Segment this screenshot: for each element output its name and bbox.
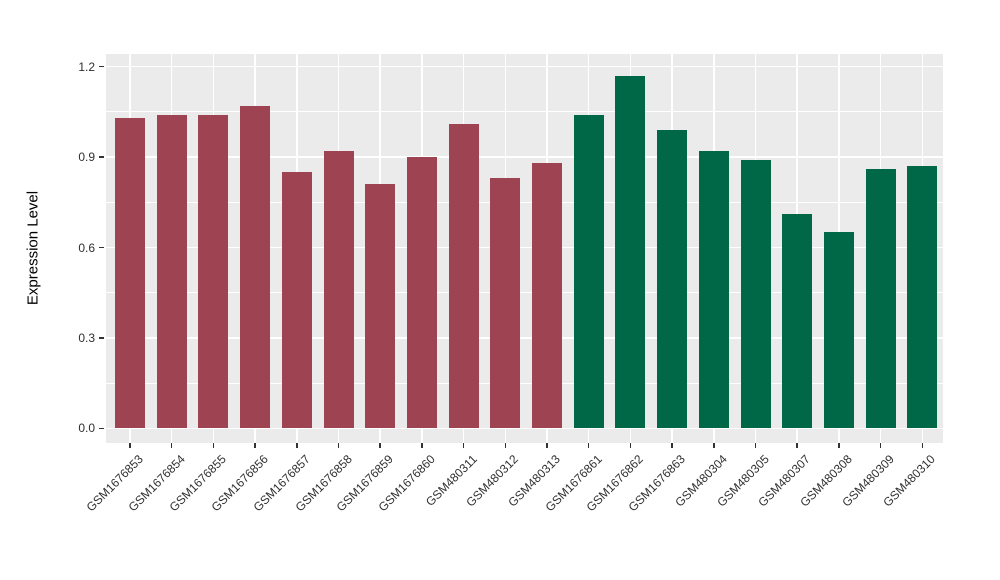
x-tick bbox=[879, 443, 882, 448]
y-tick-label: 0.6 bbox=[78, 240, 95, 255]
y-tick bbox=[99, 156, 104, 158]
bar-GSM480313 bbox=[532, 163, 562, 429]
y-tick bbox=[99, 337, 104, 339]
y-tick bbox=[99, 246, 104, 249]
x-tick bbox=[504, 443, 507, 448]
x-tick bbox=[170, 443, 173, 448]
x-tick bbox=[796, 443, 798, 448]
gridline-minor bbox=[106, 292, 943, 294]
x-tick bbox=[212, 443, 215, 448]
x-tick bbox=[921, 443, 924, 448]
gridline-major bbox=[106, 337, 943, 339]
x-tick bbox=[671, 443, 673, 448]
gridline-minor bbox=[106, 382, 943, 384]
x-tick bbox=[546, 443, 548, 448]
y-tick bbox=[99, 427, 104, 430]
bar-GSM480309 bbox=[865, 169, 896, 429]
x-tick bbox=[754, 443, 757, 448]
x-tick bbox=[462, 443, 465, 448]
x-tick bbox=[129, 443, 131, 448]
gridline-minor bbox=[106, 201, 943, 203]
gridline-major bbox=[106, 427, 943, 430]
bar-GSM1676862 bbox=[615, 75, 646, 429]
bar-GSM1676858 bbox=[323, 151, 354, 429]
bar-GSM480308 bbox=[823, 232, 854, 429]
gridline-major bbox=[106, 156, 943, 158]
bar-GSM1676855 bbox=[198, 114, 229, 429]
bar-GSM1676859 bbox=[365, 184, 396, 429]
x-tick bbox=[587, 443, 590, 448]
bar-GSM480307 bbox=[782, 214, 813, 429]
bar-GSM480312 bbox=[490, 178, 521, 429]
x-tick bbox=[629, 443, 632, 448]
x-tick bbox=[421, 443, 423, 448]
x-tick bbox=[838, 443, 840, 448]
bar-GSM1676857 bbox=[281, 172, 312, 429]
x-tick bbox=[379, 443, 381, 448]
bar-GSM1676861 bbox=[573, 114, 604, 429]
bar-GSM1676856 bbox=[240, 105, 271, 429]
y-tick-label: 0.3 bbox=[78, 330, 95, 345]
y-tick bbox=[99, 65, 104, 68]
gridline-minor bbox=[106, 111, 943, 113]
bar-GSM1676853 bbox=[115, 117, 145, 429]
x-tick bbox=[337, 443, 340, 448]
bar-GSM480311 bbox=[448, 123, 479, 429]
bar-GSM480305 bbox=[740, 160, 771, 429]
bar-GSM480310 bbox=[907, 166, 938, 429]
bar-GSM1676854 bbox=[156, 114, 187, 429]
gridline-major bbox=[106, 65, 943, 68]
plot-panel bbox=[106, 54, 943, 443]
y-tick-label: 0.0 bbox=[78, 421, 95, 436]
gridline-major bbox=[106, 246, 943, 249]
x-tick bbox=[254, 443, 256, 448]
x-tick bbox=[296, 443, 298, 448]
y-tick-label: 1.2 bbox=[78, 59, 95, 74]
x-tick bbox=[713, 443, 715, 448]
bar-GSM1676860 bbox=[406, 157, 437, 429]
bar-GSM480304 bbox=[698, 151, 729, 429]
y-tick-label: 0.9 bbox=[78, 150, 95, 165]
bar-GSM1676863 bbox=[657, 129, 688, 429]
